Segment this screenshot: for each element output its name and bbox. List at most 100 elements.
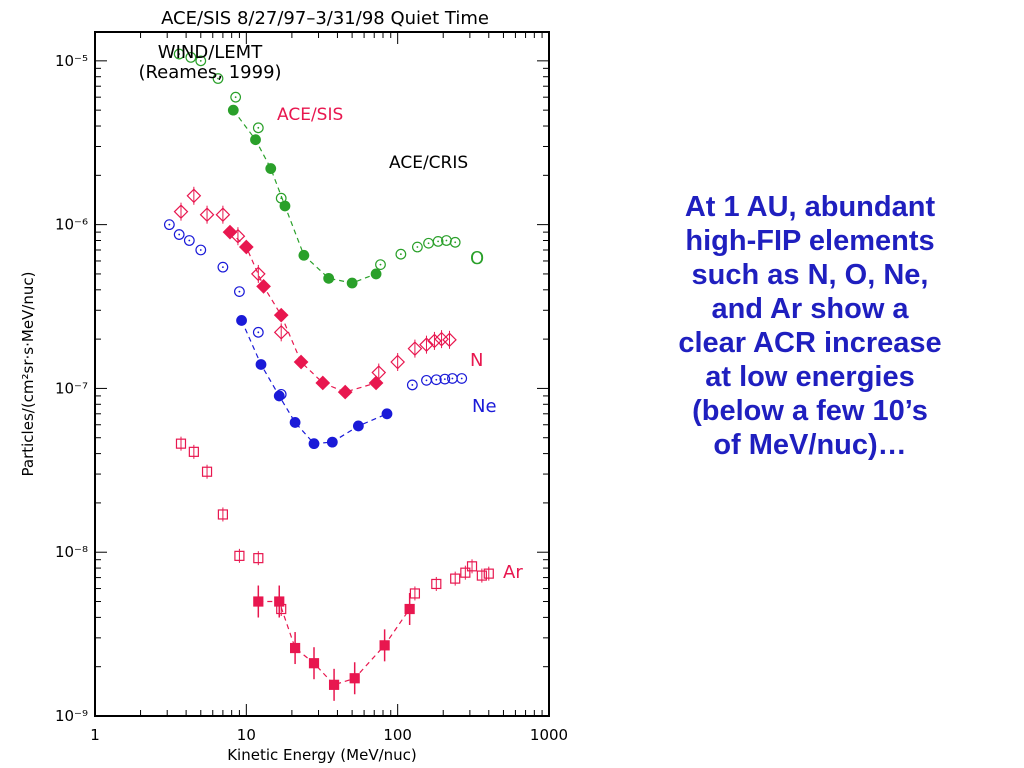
data-point-o [185, 51, 197, 63]
data-point-ne [456, 373, 468, 384]
data-point-ne-dot [460, 377, 463, 380]
data-point-ne [326, 436, 338, 448]
annotation-text: At 1 AU, abundant high-FIP elements such… [640, 190, 980, 462]
data-point-ne [195, 244, 207, 256]
data-point-o-dot [178, 53, 181, 55]
ace-sis-label: ACE/SIS [277, 105, 343, 125]
data-point-o-dot [280, 197, 283, 200]
data-point-ne-dot [425, 379, 428, 382]
x-tick-label: 10 [237, 726, 256, 744]
data-point-ar [460, 567, 471, 578]
axis-ticks [94, 32, 549, 717]
data-point-o [265, 163, 277, 174]
y-axis-label: Particles/(cm²sr·s·MeV/nuc) [19, 272, 37, 477]
y-tick-label: 10⁻⁹ [55, 707, 88, 725]
data-point-ar [234, 550, 245, 561]
ace-cris-label: ACE/CRIS [389, 153, 468, 173]
data-point-ne-dot [411, 384, 414, 386]
data-point-ar [379, 640, 390, 651]
data-point-ar [253, 553, 264, 564]
data-point-n [238, 239, 254, 255]
data-point-ne-dot [451, 377, 454, 380]
chart: ACE/SIS 8/27/97–3/31/98 Quiet Time 1 10 10… [19, 8, 568, 764]
data-point-ne [406, 379, 418, 391]
annotation-line: (below a few 10’s [692, 395, 928, 427]
data-point-n [368, 375, 384, 391]
data-point-ar [431, 578, 442, 590]
data-point-o-dot [234, 96, 237, 99]
series-label-n: N [470, 350, 483, 371]
data-point-ar [253, 596, 264, 607]
data-point-ne [308, 438, 320, 450]
data-point-ar [466, 561, 478, 572]
data-point-o [346, 277, 358, 289]
data-point-n [315, 375, 331, 391]
data-point-ne [430, 374, 442, 386]
plot-frame [94, 31, 550, 717]
data-point-n [256, 278, 271, 294]
data-point-ar [274, 596, 285, 607]
data-point-ne-dot [435, 378, 438, 381]
data-point-ne [289, 417, 301, 428]
data-point-ar [404, 603, 415, 615]
data-point-n [222, 224, 238, 240]
data-point-ar [188, 446, 199, 457]
data-point-n [337, 384, 353, 400]
y-tick-label: 10⁻⁶ [55, 216, 88, 234]
data-point-o-dot [427, 242, 430, 245]
data-point-o-dot [189, 56, 192, 59]
data-point-ne-dot [199, 249, 202, 251]
data-point-o [252, 122, 264, 134]
data-point-o-dot [437, 240, 439, 243]
data-point-o [375, 259, 386, 271]
data-point-o [323, 272, 335, 284]
y-tick-label: 10⁻⁸ [55, 543, 88, 561]
data-point-o [250, 134, 261, 146]
data-point-ar [289, 642, 301, 654]
y-tick-label: 10⁻⁵ [55, 52, 88, 70]
data-point-ne [255, 359, 267, 370]
data-point-ar [217, 509, 228, 520]
data-point-n [293, 354, 309, 370]
data-point-ne [217, 261, 229, 273]
data-point-ar [483, 568, 494, 579]
series-label-ar: Ar [503, 562, 523, 583]
data-point-ne-dot [238, 290, 241, 293]
x-tick-label: 1 [90, 726, 100, 744]
data-point-o-dot [257, 126, 260, 129]
reames-citation: (Reames, 1999) [138, 62, 281, 83]
data-point-o-dot [199, 59, 202, 62]
data-point-o [395, 248, 407, 260]
x-tick-label: 1000 [530, 726, 568, 744]
data-point-o [279, 200, 291, 212]
fit-line-ar [258, 600, 411, 686]
annotation-line: At 1 AU, abundant [684, 191, 936, 223]
data-point-ne-dot [168, 223, 171, 226]
fit-line-ne [241, 320, 388, 445]
data-point-o-dot [379, 263, 382, 266]
data-point-o [432, 235, 444, 247]
x-tick-labels: 1 10 100 1000 [90, 726, 568, 744]
data-point-o [227, 104, 239, 116]
data-point-ne-dot [178, 233, 181, 236]
chart-title: ACE/SIS 8/27/97–3/31/98 Quiet Time [161, 8, 489, 29]
annotation-line: high-FIP elements [685, 225, 935, 257]
data-points [163, 48, 494, 701]
annotation-line: at low energies [705, 361, 915, 393]
data-point-o [212, 73, 224, 84]
data-point-o-dot [217, 77, 219, 80]
data-point-ne [234, 286, 245, 298]
y-tick-label: 10⁻⁷ [55, 379, 88, 397]
data-point-o [173, 48, 185, 60]
series-label-o: O [470, 248, 484, 269]
data-point-ne [252, 326, 264, 338]
data-point-ne [439, 373, 451, 385]
data-point-o [411, 241, 423, 253]
data-point-ne [173, 229, 185, 240]
data-point-ne [273, 390, 285, 402]
data-point-o-dot [445, 239, 448, 242]
data-point-ne-dot [188, 239, 191, 242]
x-tick-label: 100 [383, 726, 412, 744]
data-point-ne [352, 420, 364, 432]
data-point-ar [175, 438, 187, 449]
